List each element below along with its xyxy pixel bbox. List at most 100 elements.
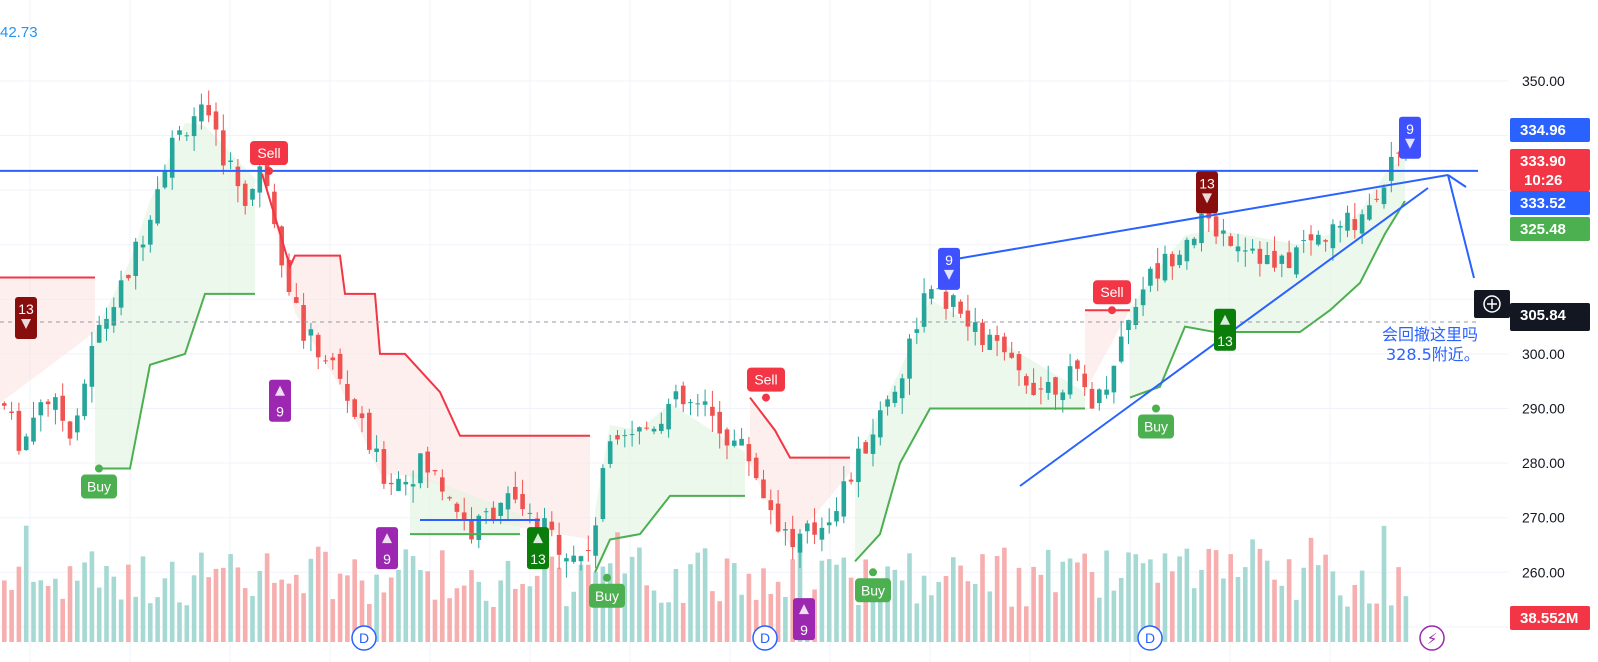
volume-bar	[9, 589, 14, 642]
candle-body	[140, 244, 146, 248]
candle-body	[1104, 389, 1109, 395]
candle-body	[870, 434, 876, 454]
candle-body	[1243, 250, 1248, 252]
volume-bar	[491, 606, 496, 642]
candle-body	[1213, 216, 1219, 237]
candle-body	[410, 484, 416, 487]
candle-body	[1024, 376, 1029, 386]
volume-bar	[250, 595, 255, 642]
candle-body	[1389, 156, 1394, 181]
volume-bar	[1359, 570, 1365, 642]
price-tag	[1510, 149, 1590, 191]
candle-body	[899, 378, 905, 399]
signal-sell-label: Sell	[1093, 280, 1131, 315]
volume-bar	[279, 579, 284, 642]
supertrend-fill	[1130, 156, 1405, 398]
candle-body	[826, 522, 832, 526]
candle-body	[104, 318, 109, 329]
candle-body	[622, 435, 628, 437]
volume-bar	[834, 564, 839, 642]
candle-body	[213, 111, 219, 130]
signal-text: 13	[530, 551, 546, 567]
signal-dot	[603, 573, 611, 582]
candle-body	[1162, 253, 1168, 281]
signal-box	[1399, 116, 1421, 159]
volume-bar	[1184, 548, 1190, 642]
price-tag	[1510, 606, 1590, 630]
candle-body	[133, 241, 138, 276]
volume-bar	[1206, 548, 1212, 642]
signal-text: 9	[800, 622, 808, 638]
candle-body	[279, 226, 284, 266]
volume-bar	[899, 580, 905, 642]
volume-bar	[1213, 550, 1219, 642]
candle-body	[1323, 240, 1328, 242]
volume-bar	[1118, 577, 1124, 642]
candle-body	[958, 301, 963, 314]
volume-bar	[191, 575, 197, 642]
candle-body	[447, 497, 452, 499]
volume-bar	[688, 564, 693, 642]
volume-bar	[717, 601, 722, 642]
volume-bar	[1374, 603, 1379, 642]
volume-bar	[651, 590, 657, 642]
candle-body	[96, 324, 102, 343]
candle-body	[680, 385, 686, 405]
volume-bar	[797, 543, 803, 642]
annotation-text: 会回撤这里吗	[1382, 325, 1478, 344]
candle-body	[454, 503, 460, 512]
candle-body	[644, 427, 649, 429]
candle-body	[1031, 382, 1036, 395]
candle-body	[578, 556, 584, 562]
volume-bar	[680, 603, 686, 642]
dividend-marker-text: D	[359, 630, 369, 646]
candle-body	[1381, 187, 1387, 205]
volume-bar	[644, 585, 649, 642]
volume-bar	[980, 554, 985, 642]
candle-body	[1250, 248, 1255, 251]
volume-bar	[527, 586, 533, 642]
volume-bar	[695, 552, 701, 642]
candle-body	[1264, 255, 1270, 265]
candle-body	[914, 329, 920, 333]
volume-bar	[673, 569, 679, 642]
signal-count-label: 9	[793, 598, 815, 641]
volume-bar	[819, 560, 825, 642]
candle-body	[549, 521, 555, 530]
axis-tick-label: 300.00	[1522, 346, 1565, 362]
candle-body	[1294, 247, 1299, 275]
volume-bar	[1089, 572, 1095, 642]
candle-body	[169, 137, 175, 178]
volume-bar	[972, 584, 978, 642]
candle-body	[228, 160, 233, 163]
candle-body	[75, 415, 80, 433]
volume-bar	[1162, 553, 1168, 642]
volume-bar	[315, 546, 321, 642]
volume-bar	[235, 567, 241, 642]
candle-body	[593, 525, 598, 556]
candle-body	[1002, 336, 1007, 353]
candle-body	[513, 486, 518, 500]
volume-bar	[323, 551, 328, 642]
volume-bar	[505, 561, 511, 642]
volume-bar	[199, 552, 204, 642]
supertrend-fill	[0, 277, 95, 404]
axis-tick-label: 280.00	[1522, 455, 1565, 471]
volume-bar	[994, 555, 1000, 642]
up-arrow-icon	[533, 533, 543, 544]
candle-body	[980, 322, 985, 346]
volume-bar	[914, 603, 920, 642]
candle-body	[921, 293, 927, 327]
volume-bar	[710, 591, 715, 642]
signal-box	[1214, 308, 1236, 351]
down-arrow-icon	[1202, 193, 1212, 204]
candle-body	[367, 412, 372, 450]
volume-bar	[1250, 539, 1255, 642]
candlesticks	[2, 90, 1409, 578]
volume-bar	[221, 567, 226, 642]
candle-body	[184, 135, 190, 137]
candle-body	[1359, 214, 1365, 234]
volume-bar	[841, 557, 847, 642]
